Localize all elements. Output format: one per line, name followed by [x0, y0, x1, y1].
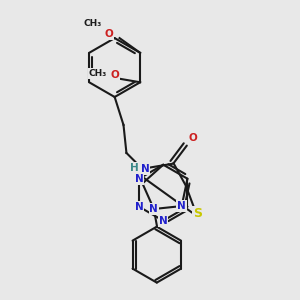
Text: N: N — [135, 174, 143, 184]
Text: H: H — [130, 163, 139, 173]
Text: O: O — [111, 70, 119, 80]
Text: N: N — [159, 216, 168, 226]
Text: O: O — [189, 133, 198, 142]
Text: O: O — [105, 29, 114, 39]
Text: N: N — [135, 202, 143, 212]
Text: CH₃: CH₃ — [88, 69, 106, 78]
Text: N: N — [141, 164, 149, 174]
Text: S: S — [194, 207, 202, 220]
Text: N: N — [177, 201, 186, 211]
Text: CH₃: CH₃ — [84, 19, 102, 28]
Text: N: N — [149, 204, 158, 214]
